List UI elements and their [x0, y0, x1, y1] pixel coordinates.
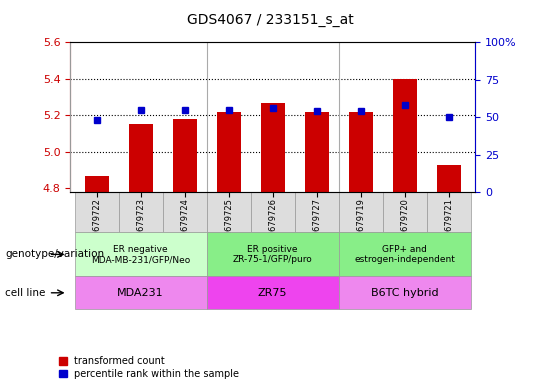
Bar	[84, 175, 109, 192]
Text: GFP+ and
estrogen-independent: GFP+ and estrogen-independent	[354, 245, 455, 264]
Bar	[393, 79, 417, 192]
Bar	[129, 124, 153, 192]
Text: GDS4067 / 233151_s_at: GDS4067 / 233151_s_at	[187, 13, 353, 27]
Bar	[217, 112, 241, 192]
Text: ZR75: ZR75	[258, 288, 287, 298]
Bar	[349, 112, 373, 192]
Text: genotype/variation: genotype/variation	[5, 249, 105, 260]
Bar	[261, 103, 285, 192]
Text: cell line: cell line	[5, 288, 46, 298]
Text: B6TC hybrid: B6TC hybrid	[371, 288, 438, 298]
Bar	[173, 119, 197, 192]
Legend: transformed count, percentile rank within the sample: transformed count, percentile rank withi…	[59, 356, 239, 379]
Text: ER negative
MDA-MB-231/GFP/Neo: ER negative MDA-MB-231/GFP/Neo	[91, 245, 190, 264]
Bar	[437, 165, 461, 192]
Text: ER positive
ZR-75-1/GFP/puro: ER positive ZR-75-1/GFP/puro	[233, 245, 313, 264]
Bar	[305, 112, 329, 192]
Text: MDA231: MDA231	[117, 288, 164, 298]
